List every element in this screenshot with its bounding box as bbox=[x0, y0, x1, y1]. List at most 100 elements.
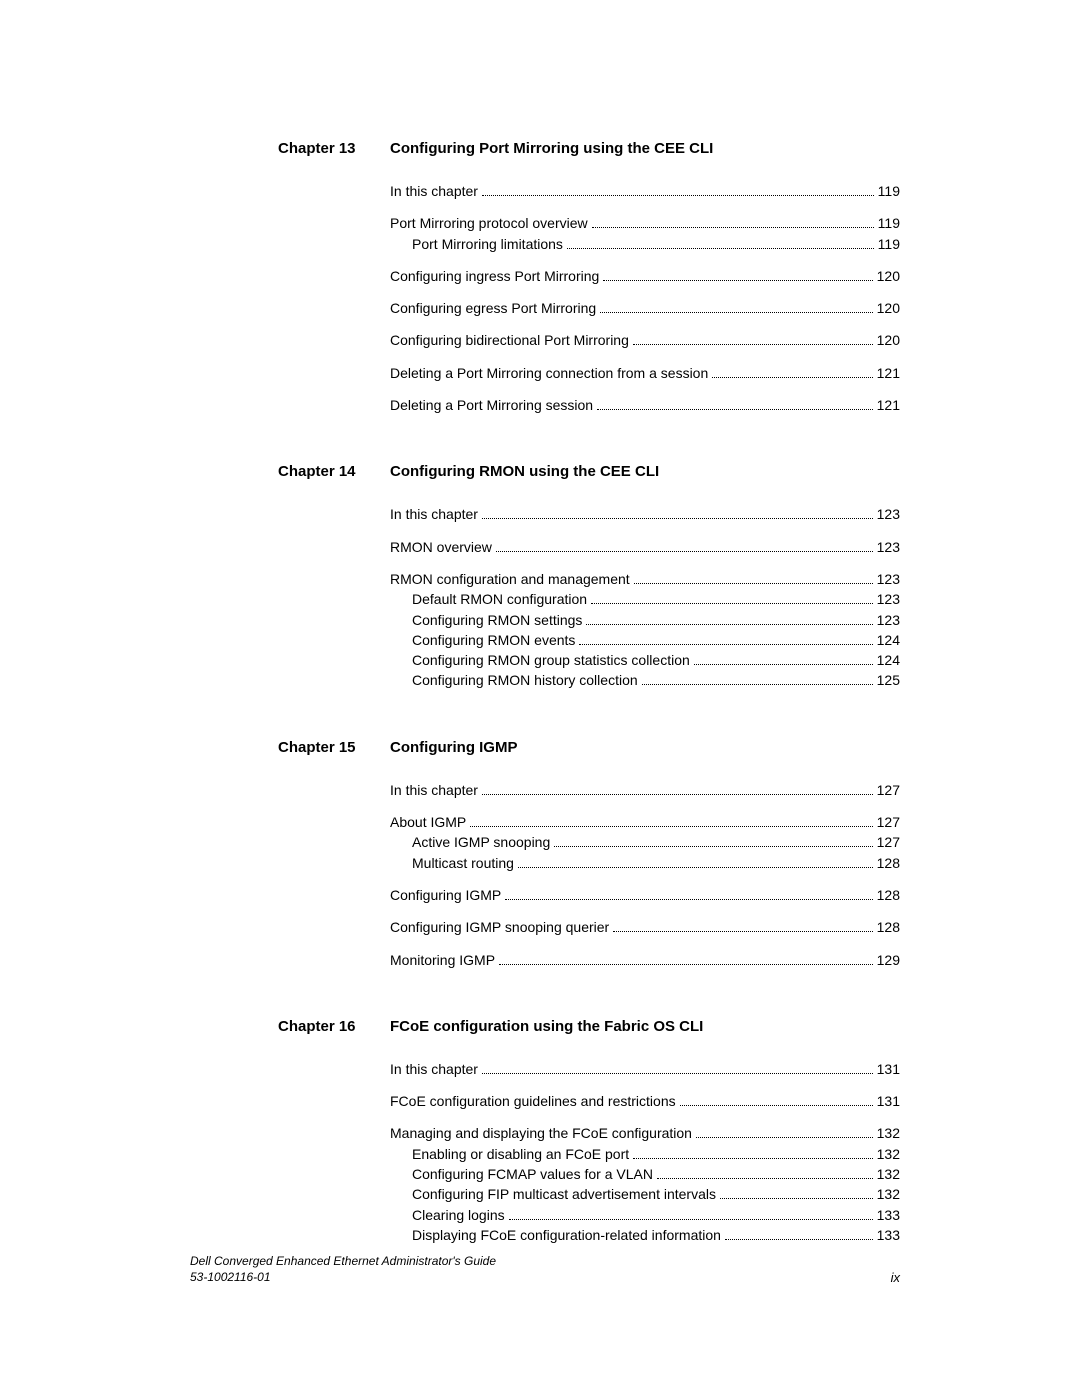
chapter-header: Chapter 16FCoE configuration using the F… bbox=[278, 1018, 900, 1035]
toc-group: Port Mirroring protocol overview 119Port… bbox=[390, 213, 900, 254]
toc-line: Managing and displaying the FCoE configu… bbox=[390, 1123, 900, 1143]
toc-text: In this chapter bbox=[390, 181, 478, 201]
toc-text: Deleting a Port Mirroring connection fro… bbox=[390, 363, 708, 383]
toc-text: Configuring FIP multicast advertisement … bbox=[412, 1184, 716, 1204]
page-footer: Dell Converged Enhanced Ethernet Adminis… bbox=[190, 1253, 900, 1285]
toc-text: Configuring RMON settings bbox=[412, 610, 582, 630]
toc-page: 120 bbox=[877, 266, 900, 286]
toc-group: Configuring IGMP 128 bbox=[390, 885, 900, 905]
toc-line: Port Mirroring protocol overview 119 bbox=[390, 213, 900, 233]
toc-page: 119 bbox=[878, 234, 900, 254]
chapter-block: Chapter 13Configuring Port Mirroring usi… bbox=[278, 140, 900, 415]
toc-dots bbox=[496, 551, 873, 552]
toc-text: Managing and displaying the FCoE configu… bbox=[390, 1123, 692, 1143]
toc-line: Deleting a Port Mirroring connection fro… bbox=[390, 363, 900, 383]
toc-dots bbox=[712, 377, 872, 378]
footer-page-number: ix bbox=[891, 1270, 900, 1285]
toc-group: RMON configuration and management 123 Def… bbox=[390, 569, 900, 691]
toc-dots bbox=[613, 931, 872, 932]
toc-entries: In this chapter 127 About IGMP 127Active … bbox=[278, 780, 900, 970]
toc-dots bbox=[633, 1158, 873, 1159]
toc-group: In this chapter 127 bbox=[390, 780, 900, 800]
toc-line: About IGMP 127 bbox=[390, 812, 900, 832]
toc-line: Configuring RMON group statistics collec… bbox=[390, 650, 900, 670]
toc-text: RMON configuration and management bbox=[390, 569, 630, 589]
toc-dots bbox=[633, 344, 873, 345]
toc-dots bbox=[579, 644, 872, 645]
toc-line: Configuring RMON events 124 bbox=[390, 630, 900, 650]
chapter-header: Chapter 15Configuring IGMP bbox=[278, 739, 900, 756]
toc-dots bbox=[482, 794, 873, 795]
toc-dots bbox=[554, 846, 872, 847]
toc-dots bbox=[592, 227, 874, 228]
footer-doc-title: Dell Converged Enhanced Ethernet Adminis… bbox=[190, 1253, 496, 1269]
toc-page: 119 bbox=[878, 213, 900, 233]
toc-group: Configuring bidirectional Port Mirroring… bbox=[390, 330, 900, 350]
toc-line: Multicast routing 128 bbox=[390, 853, 900, 873]
toc-group: Managing and displaying the FCoE configu… bbox=[390, 1123, 900, 1245]
toc-group: Deleting a Port Mirroring connection fro… bbox=[390, 363, 900, 383]
toc-text: Port Mirroring protocol overview bbox=[390, 213, 588, 233]
toc-line: Configuring FIP multicast advertisement … bbox=[390, 1184, 900, 1204]
toc-line: Displaying FCoE configuration-related in… bbox=[390, 1225, 900, 1245]
chapter-block: Chapter 16FCoE configuration using the F… bbox=[278, 1018, 900, 1245]
chapter-title: Configuring Port Mirroring using the CEE… bbox=[390, 140, 713, 157]
toc-page: 129 bbox=[877, 950, 900, 970]
toc-line: Monitoring IGMP 129 bbox=[390, 950, 900, 970]
toc-text: Default RMON configuration bbox=[412, 589, 587, 609]
toc-group: In this chapter 123 bbox=[390, 504, 900, 524]
chapter-label: Chapter 13 bbox=[278, 140, 390, 157]
toc-dots bbox=[591, 603, 873, 604]
toc-dots bbox=[720, 1198, 873, 1199]
toc-page: 127 bbox=[877, 832, 900, 852]
toc-dots bbox=[567, 248, 874, 249]
toc-page: 128 bbox=[877, 917, 900, 937]
chapter-block: Chapter 14Configuring RMON using the CEE… bbox=[278, 463, 900, 690]
toc-page: 132 bbox=[877, 1144, 900, 1164]
toc-line: Configuring RMON history collection 125 bbox=[390, 670, 900, 690]
toc-entries: In this chapter 119Port Mirroring protoc… bbox=[278, 181, 900, 415]
toc-group: Deleting a Port Mirroring session 121 bbox=[390, 395, 900, 415]
toc-line: Configuring IGMP 128 bbox=[390, 885, 900, 905]
toc-page: 120 bbox=[877, 330, 900, 350]
toc-line: Configuring bidirectional Port Mirroring… bbox=[390, 330, 900, 350]
toc-dots bbox=[586, 624, 872, 625]
toc-dots bbox=[634, 583, 873, 584]
toc-page: 123 bbox=[877, 610, 900, 630]
toc-page: 133 bbox=[877, 1205, 900, 1225]
toc-page: 123 bbox=[877, 569, 900, 589]
toc-text: Monitoring IGMP bbox=[390, 950, 495, 970]
toc-page: 131 bbox=[877, 1091, 900, 1111]
toc-dots bbox=[499, 964, 873, 965]
toc-text: Configuring egress Port Mirroring bbox=[390, 298, 596, 318]
toc-group: Monitoring IGMP 129 bbox=[390, 950, 900, 970]
chapter-title: Configuring IGMP bbox=[390, 739, 517, 756]
toc-line: Active IGMP snooping 127 bbox=[390, 832, 900, 852]
toc-group: Configuring ingress Port Mirroring 120 bbox=[390, 266, 900, 286]
toc-page: 124 bbox=[877, 650, 900, 670]
chapter-label: Chapter 15 bbox=[278, 739, 390, 756]
toc-group: About IGMP 127Active IGMP snooping 127Mu… bbox=[390, 812, 900, 873]
toc-line: FCoE configuration guidelines and restri… bbox=[390, 1091, 900, 1111]
toc-dots bbox=[696, 1137, 873, 1138]
toc-dots bbox=[680, 1105, 873, 1106]
toc-line: Enabling or disabling an FCoE port 132 bbox=[390, 1144, 900, 1164]
toc-line: Configuring IGMP snooping querier 128 bbox=[390, 917, 900, 937]
toc-group: In this chapter 131 bbox=[390, 1059, 900, 1079]
chapter-header: Chapter 14Configuring RMON using the CEE… bbox=[278, 463, 900, 480]
toc-page: 127 bbox=[877, 780, 900, 800]
toc-page: 124 bbox=[877, 630, 900, 650]
toc-line: In this chapter 127 bbox=[390, 780, 900, 800]
chapter-header: Chapter 13Configuring Port Mirroring usi… bbox=[278, 140, 900, 157]
toc-page: 132 bbox=[877, 1184, 900, 1204]
footer-title: Dell Converged Enhanced Ethernet Adminis… bbox=[190, 1253, 496, 1285]
toc-group: Configuring IGMP snooping querier 128 bbox=[390, 917, 900, 937]
toc-group: Configuring egress Port Mirroring 120 bbox=[390, 298, 900, 318]
toc-line: Port Mirroring limitations 119 bbox=[390, 234, 900, 254]
toc-page: 120 bbox=[877, 298, 900, 318]
toc-text: Configuring RMON events bbox=[412, 630, 575, 650]
toc-text: Configuring RMON group statistics collec… bbox=[412, 650, 690, 670]
toc-dots bbox=[482, 518, 873, 519]
chapter-title: Configuring RMON using the CEE CLI bbox=[390, 463, 659, 480]
toc-page: Chapter 13Configuring Port Mirroring usi… bbox=[0, 0, 1080, 1245]
